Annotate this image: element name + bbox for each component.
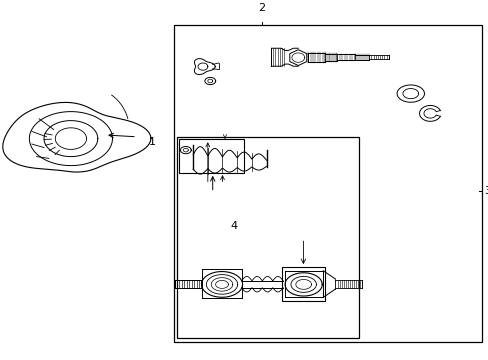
Bar — [177, 137, 359, 338]
Text: 4: 4 — [230, 221, 237, 231]
Text: 1: 1 — [149, 137, 156, 147]
Bar — [282, 267, 324, 301]
Text: 2: 2 — [258, 3, 264, 13]
Text: 3: 3 — [483, 186, 488, 196]
Bar — [179, 139, 244, 173]
Bar — [173, 25, 481, 342]
